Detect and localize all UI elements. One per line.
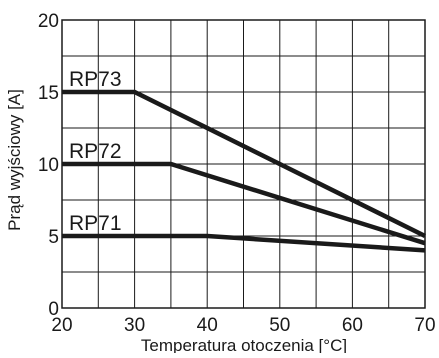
series-line-rp73 (62, 89, 426, 239)
series-line-rp71 (62, 233, 426, 253)
series-label-rp73: RP73 (69, 68, 122, 91)
series-lines (62, 89, 426, 253)
series-labels: RP73 RP72 RP71 (69, 68, 122, 235)
x-tick-label: 30 (124, 315, 145, 336)
y-tick-label: 10 (38, 155, 59, 176)
x-tick-label: 50 (269, 315, 290, 336)
x-tick-label: 40 (197, 315, 218, 336)
tick-labels: 20 30 40 50 60 70 0 5 10 15 20 (38, 11, 436, 336)
y-tick-label: 15 (38, 83, 59, 104)
y-tick-label: 20 (38, 11, 59, 32)
x-tick-label: 20 (51, 315, 72, 336)
series-label-rp72: RP72 (69, 140, 122, 163)
y-tick-label: 5 (48, 227, 59, 248)
y-axis-title: Prąd wyjściowy [A] (5, 89, 24, 231)
series-label-rp71: RP71 (69, 212, 122, 235)
series-line-rp72 (62, 161, 426, 246)
x-axis-title: Temperatura otoczenia [°C] (141, 336, 347, 353)
x-tick-label: 60 (342, 315, 363, 336)
y-tick-label: 0 (48, 299, 59, 320)
x-tick-label: 70 (414, 315, 435, 336)
